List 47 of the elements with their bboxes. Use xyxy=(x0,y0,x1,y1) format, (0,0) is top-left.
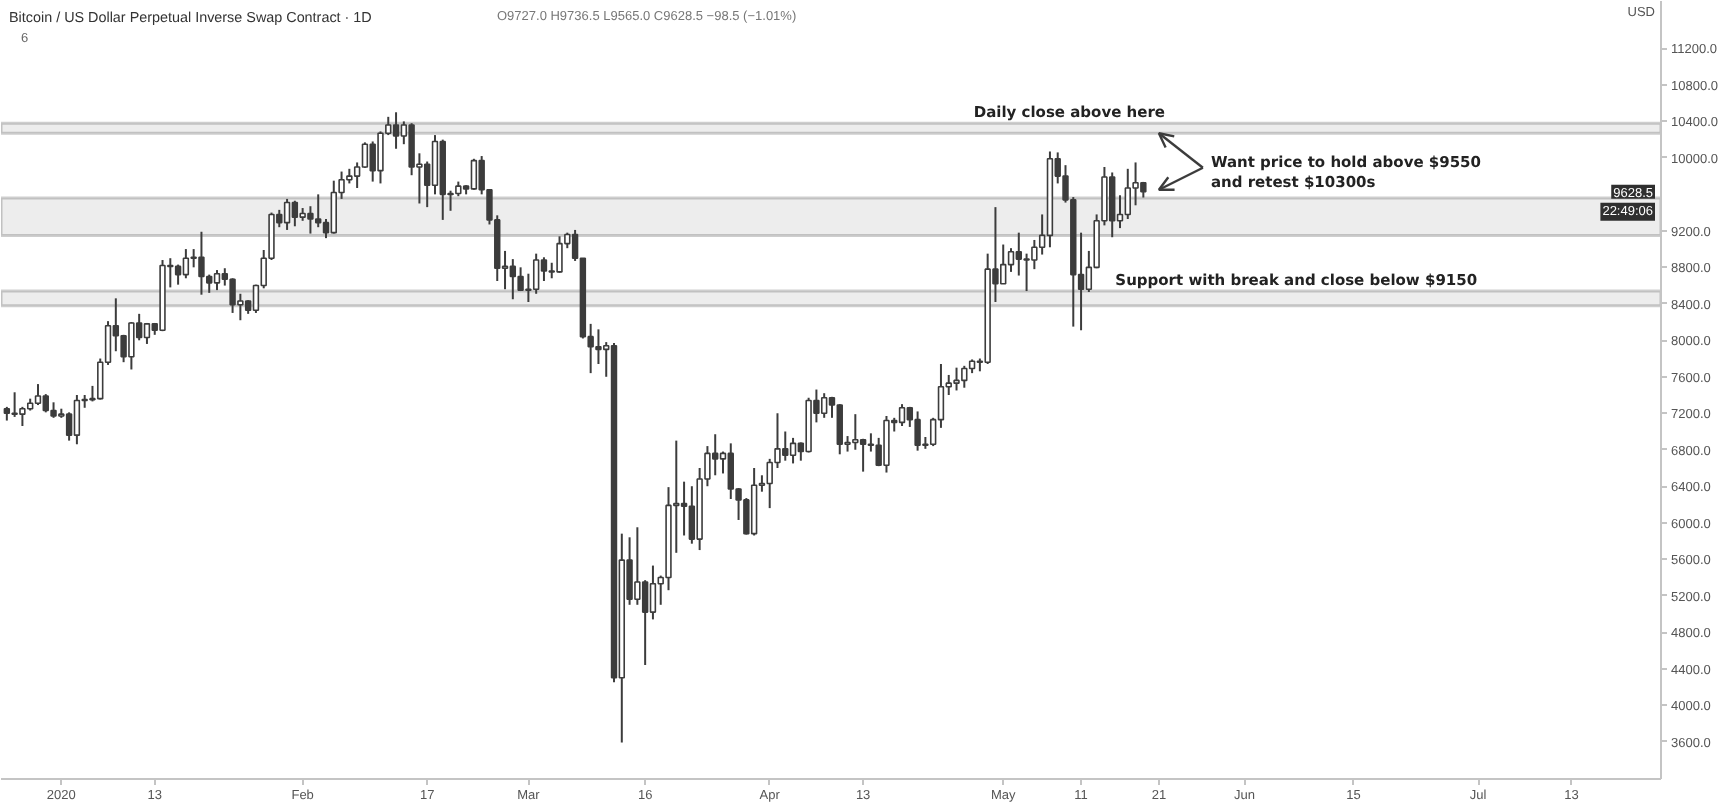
candlestick xyxy=(11,391,18,418)
candlestick xyxy=(532,252,540,295)
candlestick xyxy=(128,321,135,371)
candlestick xyxy=(595,328,602,366)
candlestick xyxy=(392,111,400,150)
candlestick xyxy=(198,230,205,296)
candlestick xyxy=(283,197,291,231)
candlestick xyxy=(509,258,517,301)
candlestick xyxy=(782,430,789,462)
candlestick xyxy=(1108,171,1116,239)
candlestick xyxy=(361,141,369,169)
candlestick xyxy=(1015,231,1023,277)
candlestick xyxy=(883,414,890,474)
candlestick xyxy=(540,256,548,283)
candlestick xyxy=(174,263,182,286)
candlestick xyxy=(852,413,859,451)
candlestick xyxy=(470,157,478,191)
candlestick xyxy=(789,436,797,465)
candlestick xyxy=(73,394,81,446)
candlestick xyxy=(914,410,921,452)
candlestick xyxy=(820,392,828,419)
candlestick xyxy=(649,564,657,621)
candlestick xyxy=(1124,167,1131,220)
candlestick xyxy=(961,364,968,389)
candlestick xyxy=(953,366,960,392)
candlestick xyxy=(680,480,688,537)
candlestick xyxy=(42,393,49,414)
candlestick xyxy=(688,485,696,545)
candlestick xyxy=(641,579,649,666)
candlestick xyxy=(330,179,337,235)
candlestick xyxy=(291,199,299,228)
candlestick xyxy=(859,437,867,473)
candlestick xyxy=(1000,243,1007,285)
candlestick xyxy=(315,193,322,229)
candlestick xyxy=(431,134,439,196)
candlestick xyxy=(213,269,221,292)
candlestick xyxy=(34,383,42,407)
candlestick xyxy=(182,248,190,280)
candlestick xyxy=(727,442,734,500)
candlestick xyxy=(836,403,843,456)
candlestick xyxy=(556,235,563,274)
candlestick xyxy=(898,403,906,428)
candlestick xyxy=(712,433,719,477)
candlestick xyxy=(190,248,197,269)
candlestick xyxy=(1023,252,1030,293)
candlestick xyxy=(369,140,376,183)
candlestick xyxy=(634,526,641,606)
